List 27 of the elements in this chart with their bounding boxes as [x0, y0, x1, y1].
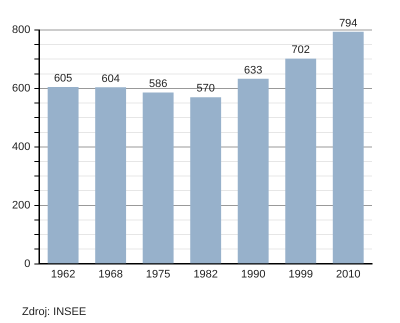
data-label: 586 [148, 78, 168, 90]
data-label: 633 [244, 64, 262, 76]
x-tick-label: 1990 [240, 268, 266, 280]
x-tick-label: 2010 [336, 268, 360, 280]
x-tick-label: 1968 [98, 268, 123, 280]
data-label: 605 [54, 72, 72, 85]
bar [48, 86, 79, 264]
y-tick-label: 200 [12, 199, 30, 212]
bar [332, 32, 364, 264]
x-tick-label: 1975 [146, 268, 170, 280]
y-tick-label: 400 [12, 140, 30, 153]
x-tick-label: 1999 [288, 268, 313, 280]
y-tick-label: 600 [12, 82, 30, 94]
text: Zdroj: INSEE [22, 306, 86, 318]
bar [95, 87, 126, 264]
x-tick-label: 1982 [193, 268, 218, 280]
y-tick-label: 800 [12, 24, 30, 36]
data-label: 604 [101, 72, 120, 85]
data-label: 794 [339, 17, 358, 30]
x-tick-label: 1962 [50, 268, 76, 280]
bar [238, 78, 269, 264]
bar [285, 58, 316, 264]
data-label: 570 [196, 82, 215, 95]
bar [142, 92, 174, 264]
data-label: 702 [292, 44, 310, 56]
bar [190, 97, 222, 264]
y-tick-label: 0 [24, 258, 30, 270]
